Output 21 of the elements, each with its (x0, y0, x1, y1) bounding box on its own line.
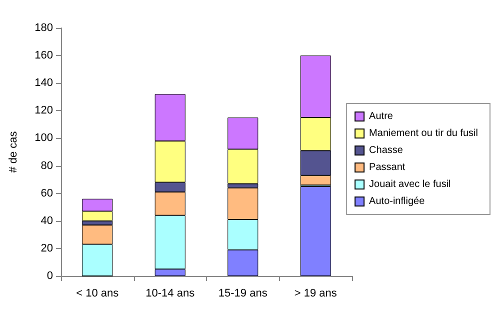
x-tick-label: 10-14 ans (146, 288, 196, 300)
legend-label: Maniement ou tir du fusil (369, 128, 478, 139)
y-tick-label: 100 (34, 132, 53, 144)
legend-label: Chasse (369, 145, 404, 156)
x-tick-label: > 19 ans (294, 288, 338, 300)
y-tick-label: 160 (34, 50, 53, 62)
y-tick-label: 80 (40, 160, 53, 172)
legend-label: Passant (369, 162, 406, 173)
x-tick-label: < 10 ans (76, 288, 120, 300)
y-tick-label: 40 (40, 214, 53, 227)
y-tick-label: 60 (40, 187, 53, 200)
legend-label: Jouait avec le fusil (369, 179, 451, 190)
y-tick-label: 20 (40, 242, 53, 254)
y-tick-label: 120 (34, 104, 53, 117)
legend-label: Autre (369, 111, 394, 122)
y-tick-label: 180 (34, 22, 53, 34)
x-tick-label: 15-19 ans (218, 288, 268, 300)
y-axis-title: # de cas (8, 130, 20, 173)
legend-label: Auto-infligée (369, 196, 426, 207)
y-tick-label: 140 (34, 77, 53, 90)
y-tick-label: 0 (46, 270, 53, 282)
